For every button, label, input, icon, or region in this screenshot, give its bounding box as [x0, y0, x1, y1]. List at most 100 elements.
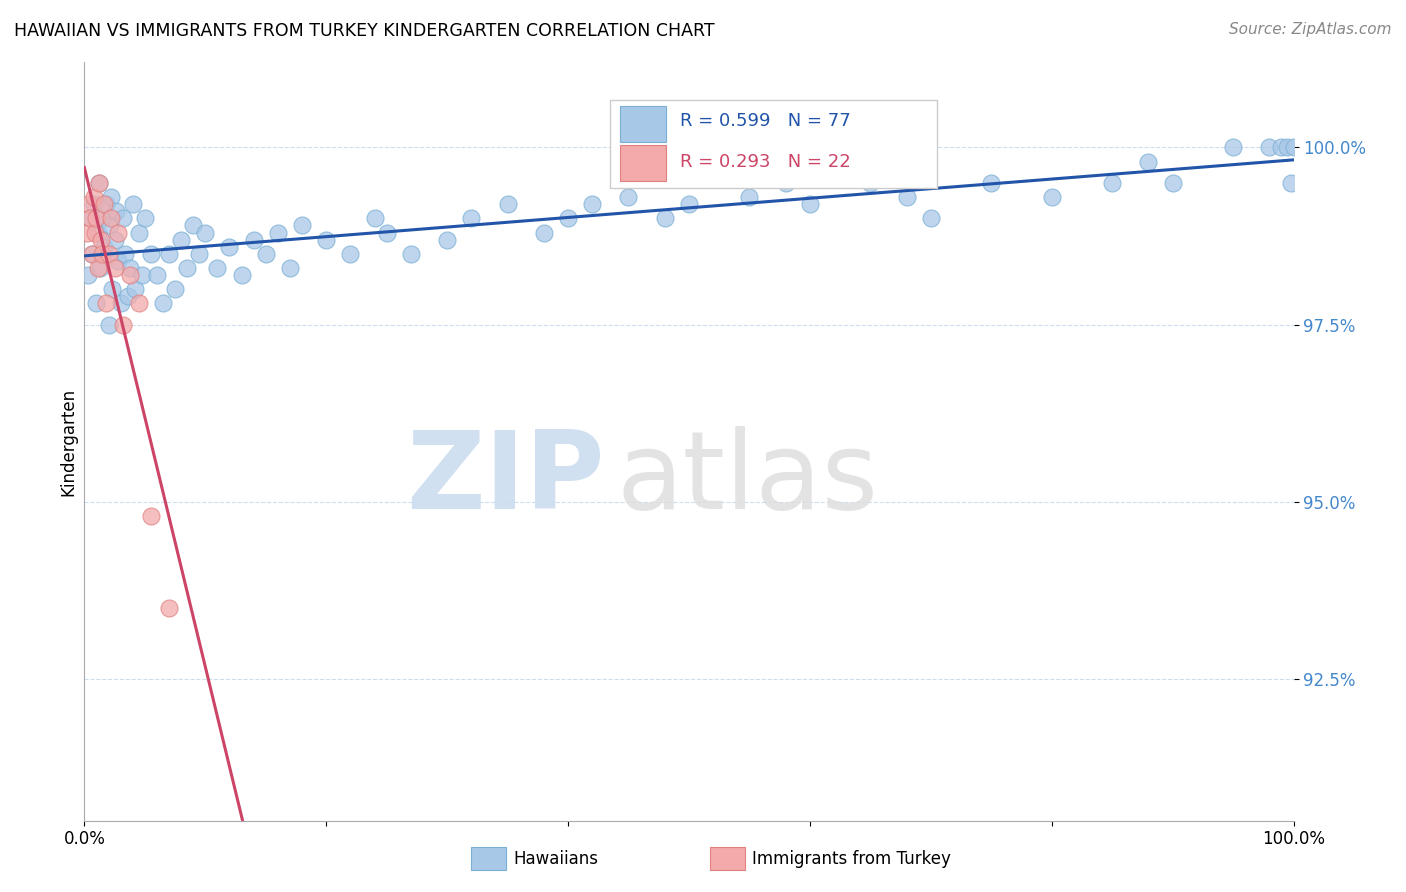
- Point: [1277, 140, 1299, 154]
- Point: [86, 226, 108, 240]
- Point: [1258, 140, 1281, 154]
- Point: [76, 226, 98, 240]
- Bar: [620, 106, 666, 142]
- Point: [100, 190, 122, 204]
- Point: [98, 219, 121, 233]
- Text: ZIP: ZIP: [406, 426, 605, 533]
- Text: HAWAIIAN VS IMMIGRANTS FROM TURKEY KINDERGARTEN CORRELATION CHART: HAWAIIAN VS IMMIGRANTS FROM TURKEY KINDE…: [14, 22, 714, 40]
- Point: [176, 260, 198, 275]
- Point: [86, 296, 108, 310]
- Point: [79, 211, 101, 226]
- Point: [1137, 154, 1160, 169]
- Point: [101, 282, 124, 296]
- Point: [859, 176, 882, 190]
- Point: [84, 226, 107, 240]
- Point: [617, 190, 640, 204]
- Point: [128, 226, 150, 240]
- Point: [124, 282, 146, 296]
- Point: [799, 197, 821, 211]
- Point: [107, 253, 129, 268]
- Point: [90, 233, 112, 247]
- Point: [97, 318, 120, 332]
- Point: [120, 268, 142, 282]
- Point: [896, 190, 918, 204]
- Point: [775, 176, 797, 190]
- Point: [1279, 176, 1302, 190]
- Point: [114, 246, 136, 260]
- Point: [112, 211, 135, 226]
- FancyBboxPatch shape: [610, 101, 936, 187]
- Point: [94, 296, 117, 310]
- Point: [581, 197, 603, 211]
- Point: [188, 246, 211, 260]
- Point: [91, 211, 114, 226]
- Point: [460, 211, 482, 226]
- Point: [1282, 140, 1305, 154]
- Point: [89, 260, 111, 275]
- Point: [134, 211, 156, 226]
- Point: [112, 318, 135, 332]
- Point: [920, 211, 942, 226]
- Point: [170, 233, 193, 247]
- Point: [1161, 176, 1184, 190]
- Point: [104, 260, 127, 275]
- Point: [79, 211, 101, 226]
- Y-axis label: Kindergarten: Kindergarten: [59, 387, 77, 496]
- Point: [557, 211, 579, 226]
- Point: [436, 233, 458, 247]
- Point: [77, 197, 100, 211]
- Point: [339, 246, 361, 260]
- Point: [496, 197, 519, 211]
- Point: [1040, 190, 1063, 204]
- Point: [83, 197, 105, 211]
- Point: [86, 260, 108, 275]
- Text: atlas: atlas: [616, 426, 879, 533]
- Point: [83, 190, 105, 204]
- Text: R = 0.599   N = 77: R = 0.599 N = 77: [681, 112, 851, 130]
- Point: [107, 226, 129, 240]
- Point: [375, 226, 398, 240]
- Point: [91, 246, 114, 260]
- Point: [87, 176, 110, 190]
- Point: [157, 246, 180, 260]
- Point: [93, 240, 115, 254]
- Point: [77, 268, 100, 282]
- Point: [86, 211, 108, 226]
- Text: Source: ZipAtlas.com: Source: ZipAtlas.com: [1229, 22, 1392, 37]
- Point: [80, 246, 103, 260]
- Point: [121, 197, 143, 211]
- Point: [165, 282, 187, 296]
- Point: [278, 260, 301, 275]
- Point: [1222, 140, 1244, 154]
- Point: [242, 233, 264, 247]
- Point: [678, 197, 700, 211]
- Point: [104, 204, 127, 219]
- Point: [267, 226, 290, 240]
- Point: [254, 246, 277, 260]
- Point: [1270, 140, 1292, 154]
- Point: [738, 190, 761, 204]
- Point: [399, 246, 422, 260]
- Point: [231, 268, 253, 282]
- Text: R = 0.293   N = 22: R = 0.293 N = 22: [681, 153, 851, 171]
- Point: [120, 260, 142, 275]
- Point: [128, 296, 150, 310]
- Point: [104, 233, 127, 247]
- Point: [291, 219, 314, 233]
- Point: [139, 508, 162, 523]
- Point: [110, 296, 132, 310]
- Point: [97, 246, 120, 260]
- Point: [533, 226, 555, 240]
- Point: [131, 268, 153, 282]
- Point: [117, 289, 139, 303]
- Point: [94, 197, 117, 211]
- Point: [980, 176, 1002, 190]
- Point: [194, 226, 217, 240]
- Text: Hawaiians: Hawaiians: [513, 849, 598, 868]
- Point: [315, 233, 337, 247]
- Point: [1101, 176, 1123, 190]
- Point: [87, 176, 110, 190]
- Point: [139, 246, 162, 260]
- Text: Immigrants from Turkey: Immigrants from Turkey: [752, 849, 950, 868]
- Point: [93, 197, 115, 211]
